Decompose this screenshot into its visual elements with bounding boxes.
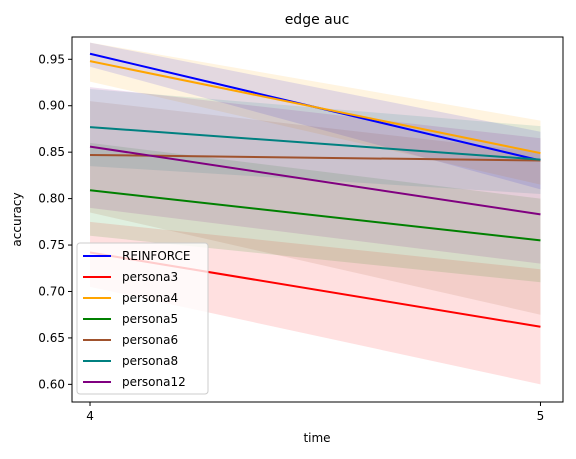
band-persona4: [90, 42, 541, 185]
legend-label: persona8: [122, 354, 178, 368]
line-persona6: [90, 153, 541, 162]
legend-label: REINFORCE: [122, 249, 190, 263]
x-axis-label: time: [303, 431, 330, 445]
plot-frame: [71, 36, 564, 403]
band-persona12: [90, 87, 541, 264]
y-axis: 0.60 0.65 0.70 0.75 0.80 0.85 0.90 0.95: [38, 52, 72, 391]
y-tick-label: 0.75: [38, 238, 65, 252]
y-tick-label: 0.80: [38, 192, 65, 206]
band-REINFORCE: [90, 42, 541, 190]
y-tick-label: 0.85: [38, 145, 65, 159]
line-persona8: [89, 126, 541, 161]
legend-label: persona4: [122, 291, 178, 305]
line-persona12: [89, 145, 541, 216]
y-tick-label: 0.65: [38, 331, 65, 345]
x-tick-label: 4: [86, 409, 94, 423]
y-tick-label: 0.60: [38, 377, 65, 391]
confidence-bands: [90, 42, 541, 385]
line-persona5: [89, 189, 541, 242]
legend: REINFORCE persona3 persona4 persona5 persona…: [76, 242, 209, 395]
legend-label: persona3: [122, 270, 178, 284]
legend-label: persona5: [122, 312, 178, 326]
y-tick-label: 0.95: [38, 52, 65, 66]
y-axis-label: accuracy: [10, 192, 24, 246]
legend-box: [76, 242, 209, 395]
y-tick-label: 0.70: [38, 284, 65, 298]
y-tick-label: 0.90: [38, 99, 65, 113]
band-persona8: [90, 89, 541, 194]
legend-label: persona12: [122, 375, 186, 389]
legend-label: persona6: [122, 333, 178, 347]
line-persona4: [89, 60, 541, 155]
x-tick-label: 5: [537, 409, 545, 423]
chart-title: edge auc: [285, 12, 350, 28]
band-persona6: [90, 101, 541, 315]
